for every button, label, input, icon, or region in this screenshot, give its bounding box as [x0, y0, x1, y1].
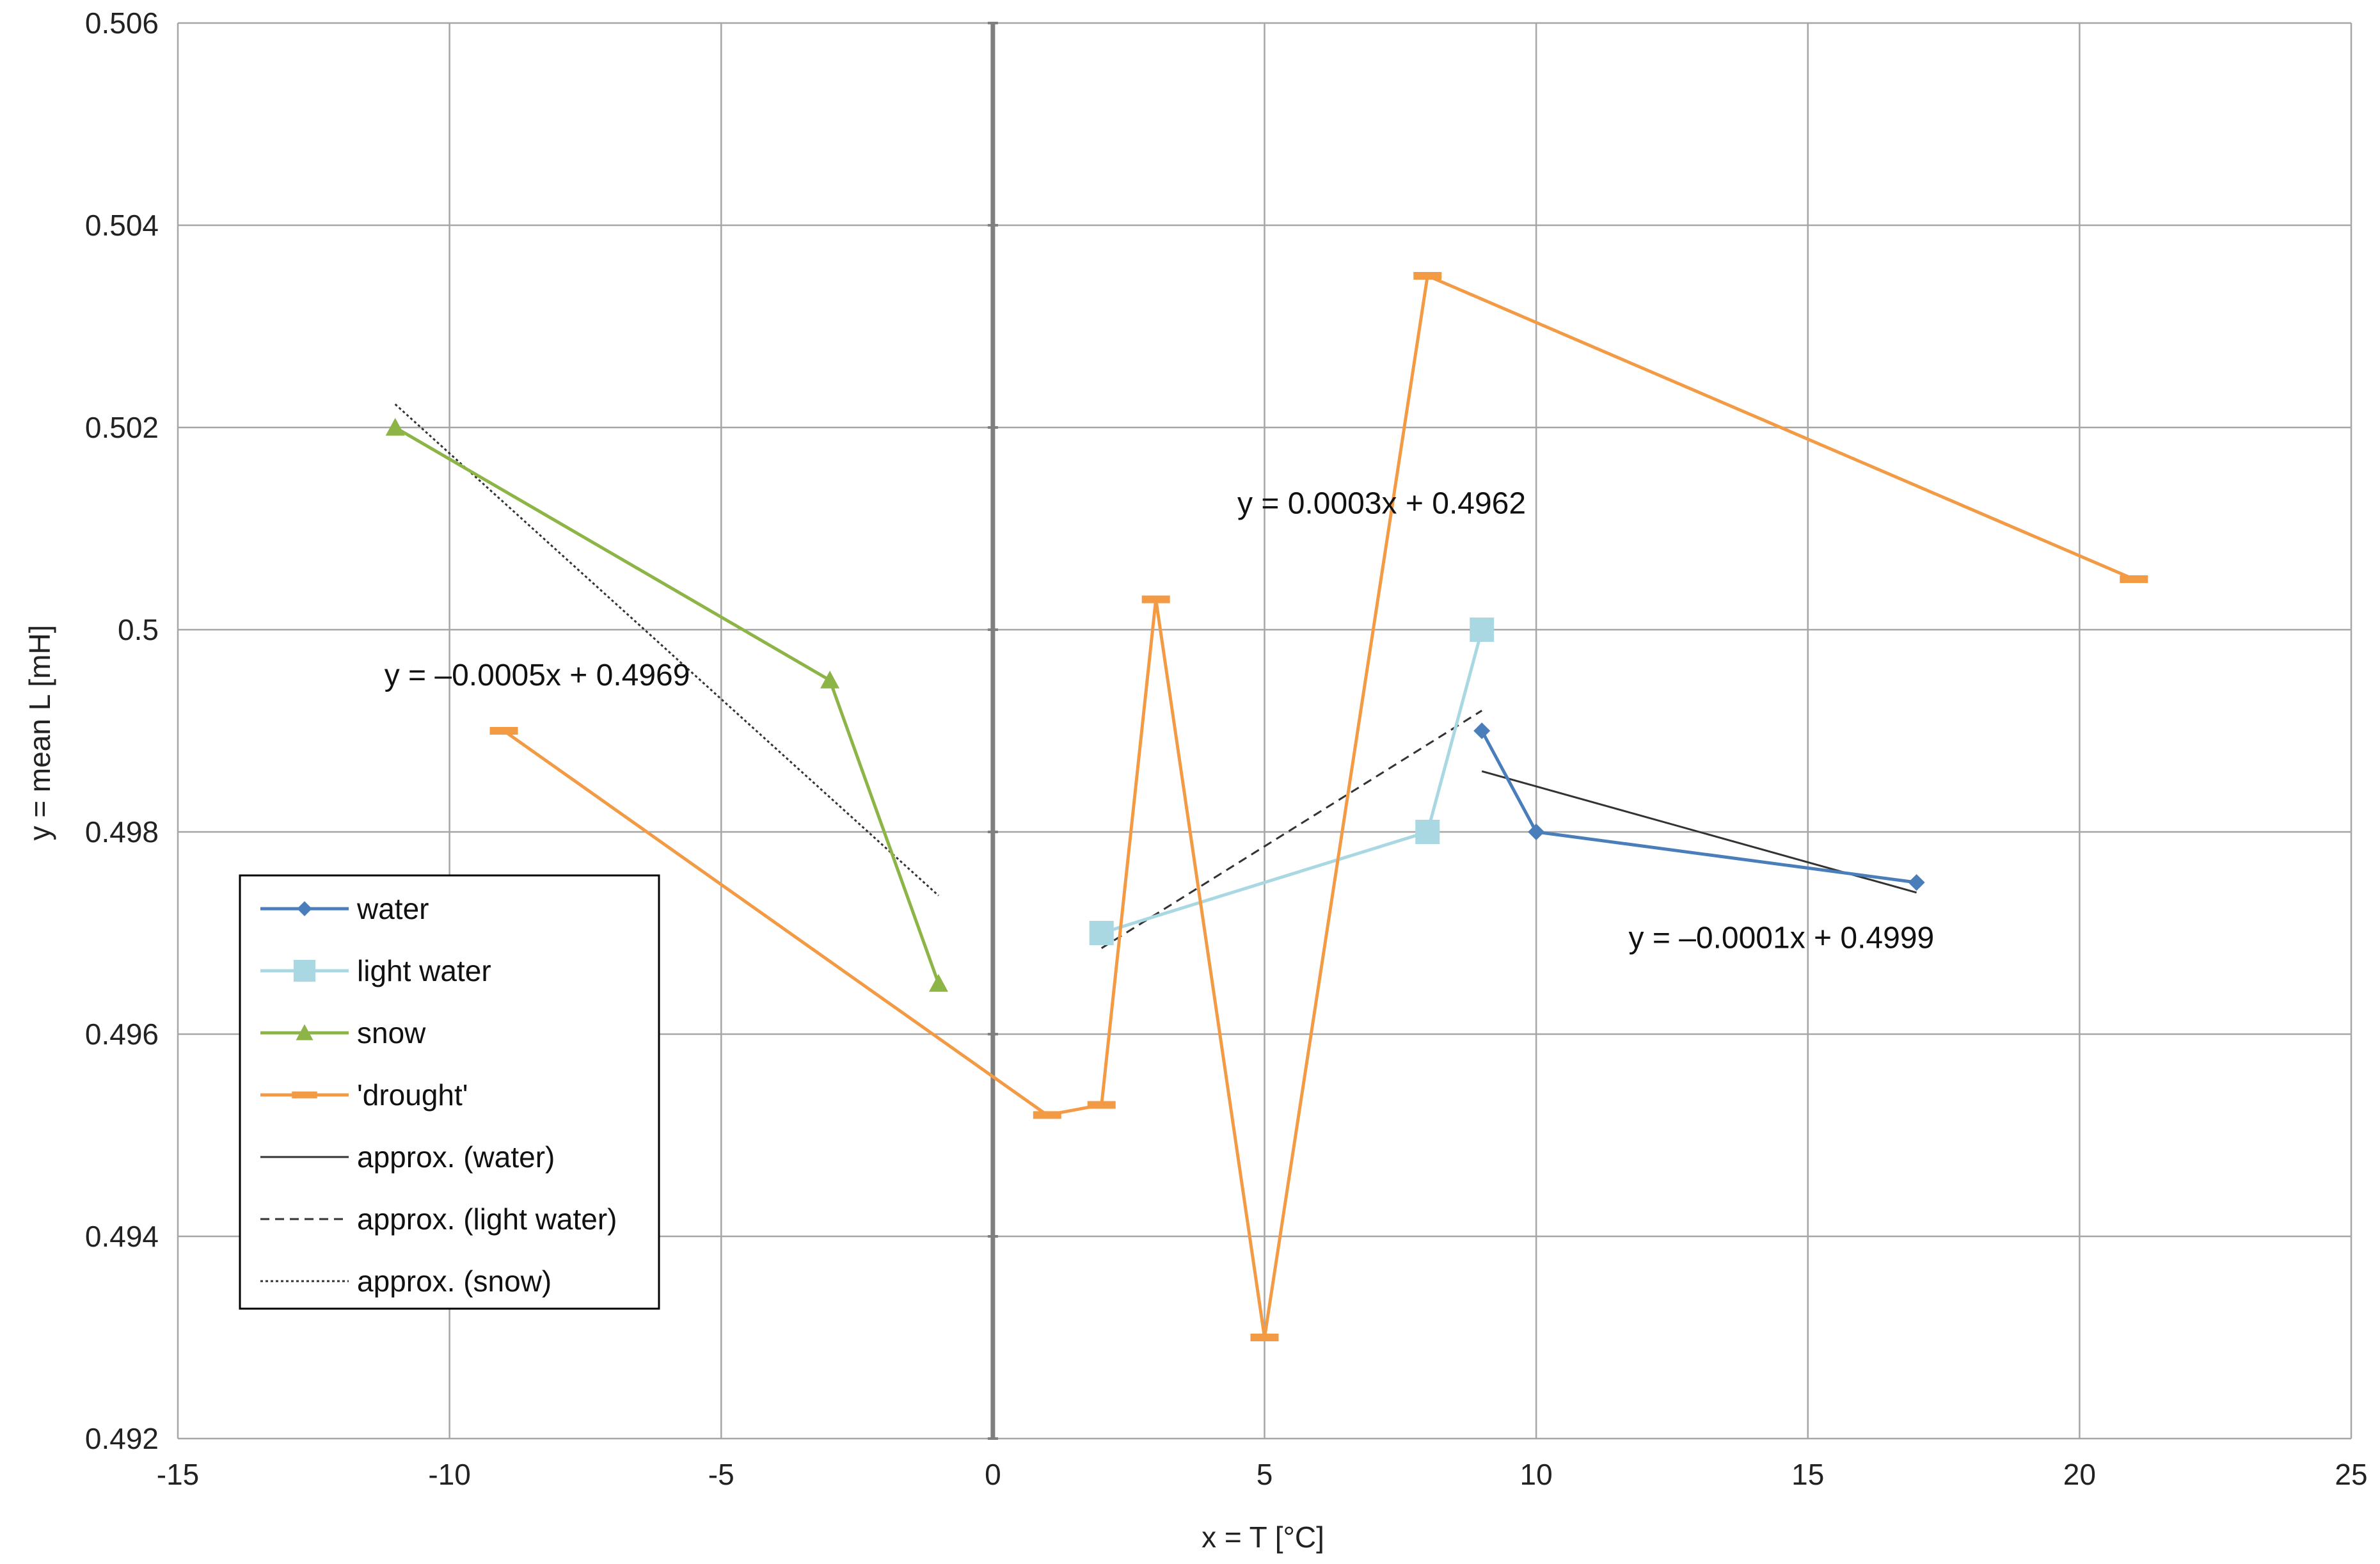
y-tick-label: 0.492 [85, 1422, 159, 1455]
x-tick-label: -5 [708, 1458, 734, 1491]
legend-label: approx. (snow) [357, 1265, 551, 1298]
data-point-square [1470, 618, 1495, 642]
y-tick-label: 0.5 [118, 613, 159, 646]
y-tick-label: 0.506 [85, 6, 159, 40]
y-tick-label: 0.498 [85, 815, 159, 849]
x-tick-label: -10 [428, 1458, 470, 1491]
legend-label: approx. (light water) [357, 1202, 617, 1236]
data-point-dash [1087, 1101, 1116, 1109]
series-line [503, 274, 2135, 1339]
data-point-dash [2120, 575, 2148, 583]
y-tick-label: 0.496 [85, 1017, 159, 1051]
data-point-triangle [820, 671, 840, 689]
data-point-dash [489, 727, 518, 735]
x-axis-title: x = T [°C] [1202, 1520, 1324, 1554]
data-point-dash [1250, 1334, 1279, 1341]
y-axis-title: y = mean L [mH] [23, 625, 56, 840]
trendline [1100, 710, 1482, 949]
series [385, 272, 2148, 1341]
data-point-diamond [1528, 824, 1545, 840]
series-line [1480, 730, 1917, 884]
trendline-equation: y = –0.0001x + 0.4999 [1628, 922, 1934, 955]
data-point-diamond [1473, 722, 1491, 739]
x-tick-label: -15 [157, 1458, 199, 1491]
trendline-equation: y = 0.0003x + 0.4962 [1237, 486, 1526, 520]
data-point-triangle [928, 974, 948, 992]
trendline [394, 403, 939, 897]
data-point-square [1089, 921, 1114, 945]
data-point-diamond [297, 901, 312, 916]
y-tick-label: 0.502 [85, 411, 159, 444]
legend-label: light water [357, 954, 491, 987]
legend-label: approx. (water) [357, 1140, 555, 1174]
trendline-equation: y = –0.0005x + 0.4969 [385, 658, 690, 692]
data-point-square [1415, 820, 1440, 844]
x-tick-label: 20 [2063, 1458, 2096, 1491]
legend-label: 'drought' [357, 1078, 468, 1112]
data-point-dash [1033, 1111, 1061, 1119]
data-point-diamond [1908, 874, 1925, 891]
data-point-dash [292, 1091, 317, 1099]
legend: water light water snow 'drought' approx. (wa… [239, 874, 660, 1310]
data-point-square [293, 959, 316, 982]
legend-label: water [356, 892, 429, 925]
axes: -15 -10 -5 0 5 10 15 20 25 0.492 0.494 0.496 0.498 0.… [85, 6, 2368, 1491]
x-tick-label: 15 [1791, 1458, 1824, 1491]
series-line [1100, 629, 1484, 935]
data-point-triangle [296, 1024, 313, 1041]
y-tick-label: 0.494 [85, 1220, 159, 1253]
legend-label: snow [357, 1016, 426, 1049]
x-tick-label: 0 [985, 1458, 1001, 1491]
data-point-triangle [385, 418, 405, 436]
annotations: y = 0.0003x + 0.4962 y = –0.0005x + 0.496… [385, 486, 1935, 955]
x-tick-label: 10 [1520, 1458, 1553, 1491]
y-tick-label: 0.504 [85, 209, 159, 242]
x-tick-label: 5 [1257, 1458, 1273, 1491]
data-point-dash [1141, 595, 1170, 603]
data-point-dash [1413, 272, 1442, 280]
x-tick-label: 25 [2335, 1458, 2367, 1491]
